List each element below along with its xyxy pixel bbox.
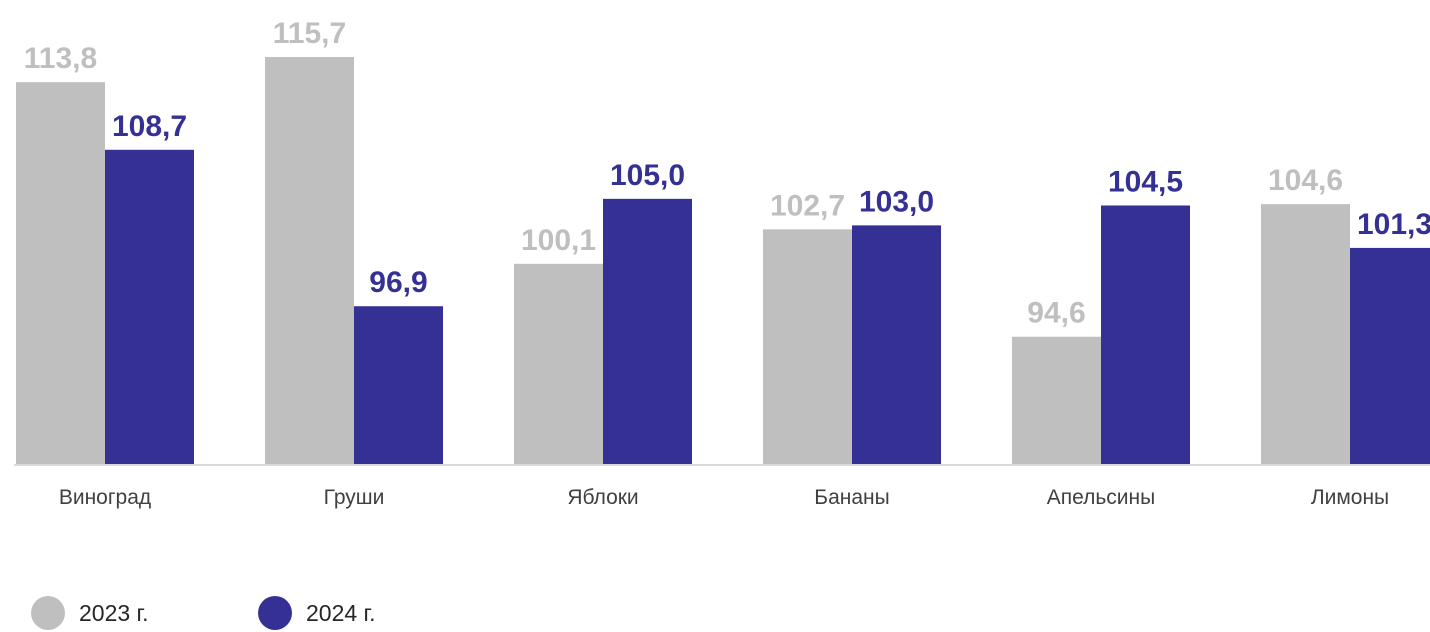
bar-series1-0 <box>16 82 105 464</box>
category-label-3: Бананы <box>814 486 889 509</box>
legend-label-series1: 2023 г. <box>79 600 149 626</box>
bar-series2-2 <box>603 198 692 464</box>
category-labels-group: Виноград Груши Яблоки Бананы Апельсины Лимоны <box>59 486 1389 509</box>
data-label-series1-4: 94,6 <box>1027 297 1085 330</box>
bar-series2-1 <box>354 306 443 464</box>
data-label-series1-2: 100,1 <box>521 224 596 257</box>
data-label-series1-1: 115,7 <box>273 17 346 50</box>
bar-series2-0 <box>105 149 194 464</box>
bar-series1-3 <box>763 229 852 464</box>
bar-series1-4 <box>1012 336 1101 464</box>
data-label-series2-4: 104,5 <box>1108 165 1183 198</box>
bars-group <box>16 57 1430 464</box>
category-label-5: Лимоны <box>1311 486 1389 509</box>
data-label-series1-3: 102,7 <box>770 189 845 222</box>
bar-series2-5 <box>1350 247 1430 464</box>
data-label-series2-0: 108,7 <box>112 110 187 143</box>
data-label-series1-0: 113,8 <box>24 42 97 75</box>
legend: 2023 г. 2024 г. <box>31 596 376 630</box>
value-labels-group: 113,8 108,7 115,7 96,9 100,1 105,0 102,7 103,0 9… <box>24 17 1430 330</box>
bar-series1-1 <box>265 57 354 464</box>
data-label-series2-3: 103,0 <box>859 185 934 218</box>
category-label-0: Виноград <box>59 486 151 509</box>
bar-series1-5 <box>1261 204 1350 464</box>
legend-marker-series1 <box>31 596 65 630</box>
data-label-series2-2: 105,0 <box>610 159 685 192</box>
data-label-series2-1: 96,9 <box>369 266 427 299</box>
data-label-series1-5: 104,6 <box>1268 164 1343 197</box>
bar-series2-3 <box>852 225 941 464</box>
data-label-series2-5: 101,3 <box>1357 208 1430 241</box>
category-label-1: Груши <box>324 486 385 509</box>
bar-series2-4 <box>1101 205 1190 464</box>
category-label-2: Яблоки <box>567 486 638 509</box>
legend-marker-series2 <box>258 596 292 630</box>
category-label-4: Апельсины <box>1047 486 1155 509</box>
bar-series1-2 <box>514 263 603 464</box>
legend-label-series2: 2024 г. <box>306 600 376 626</box>
